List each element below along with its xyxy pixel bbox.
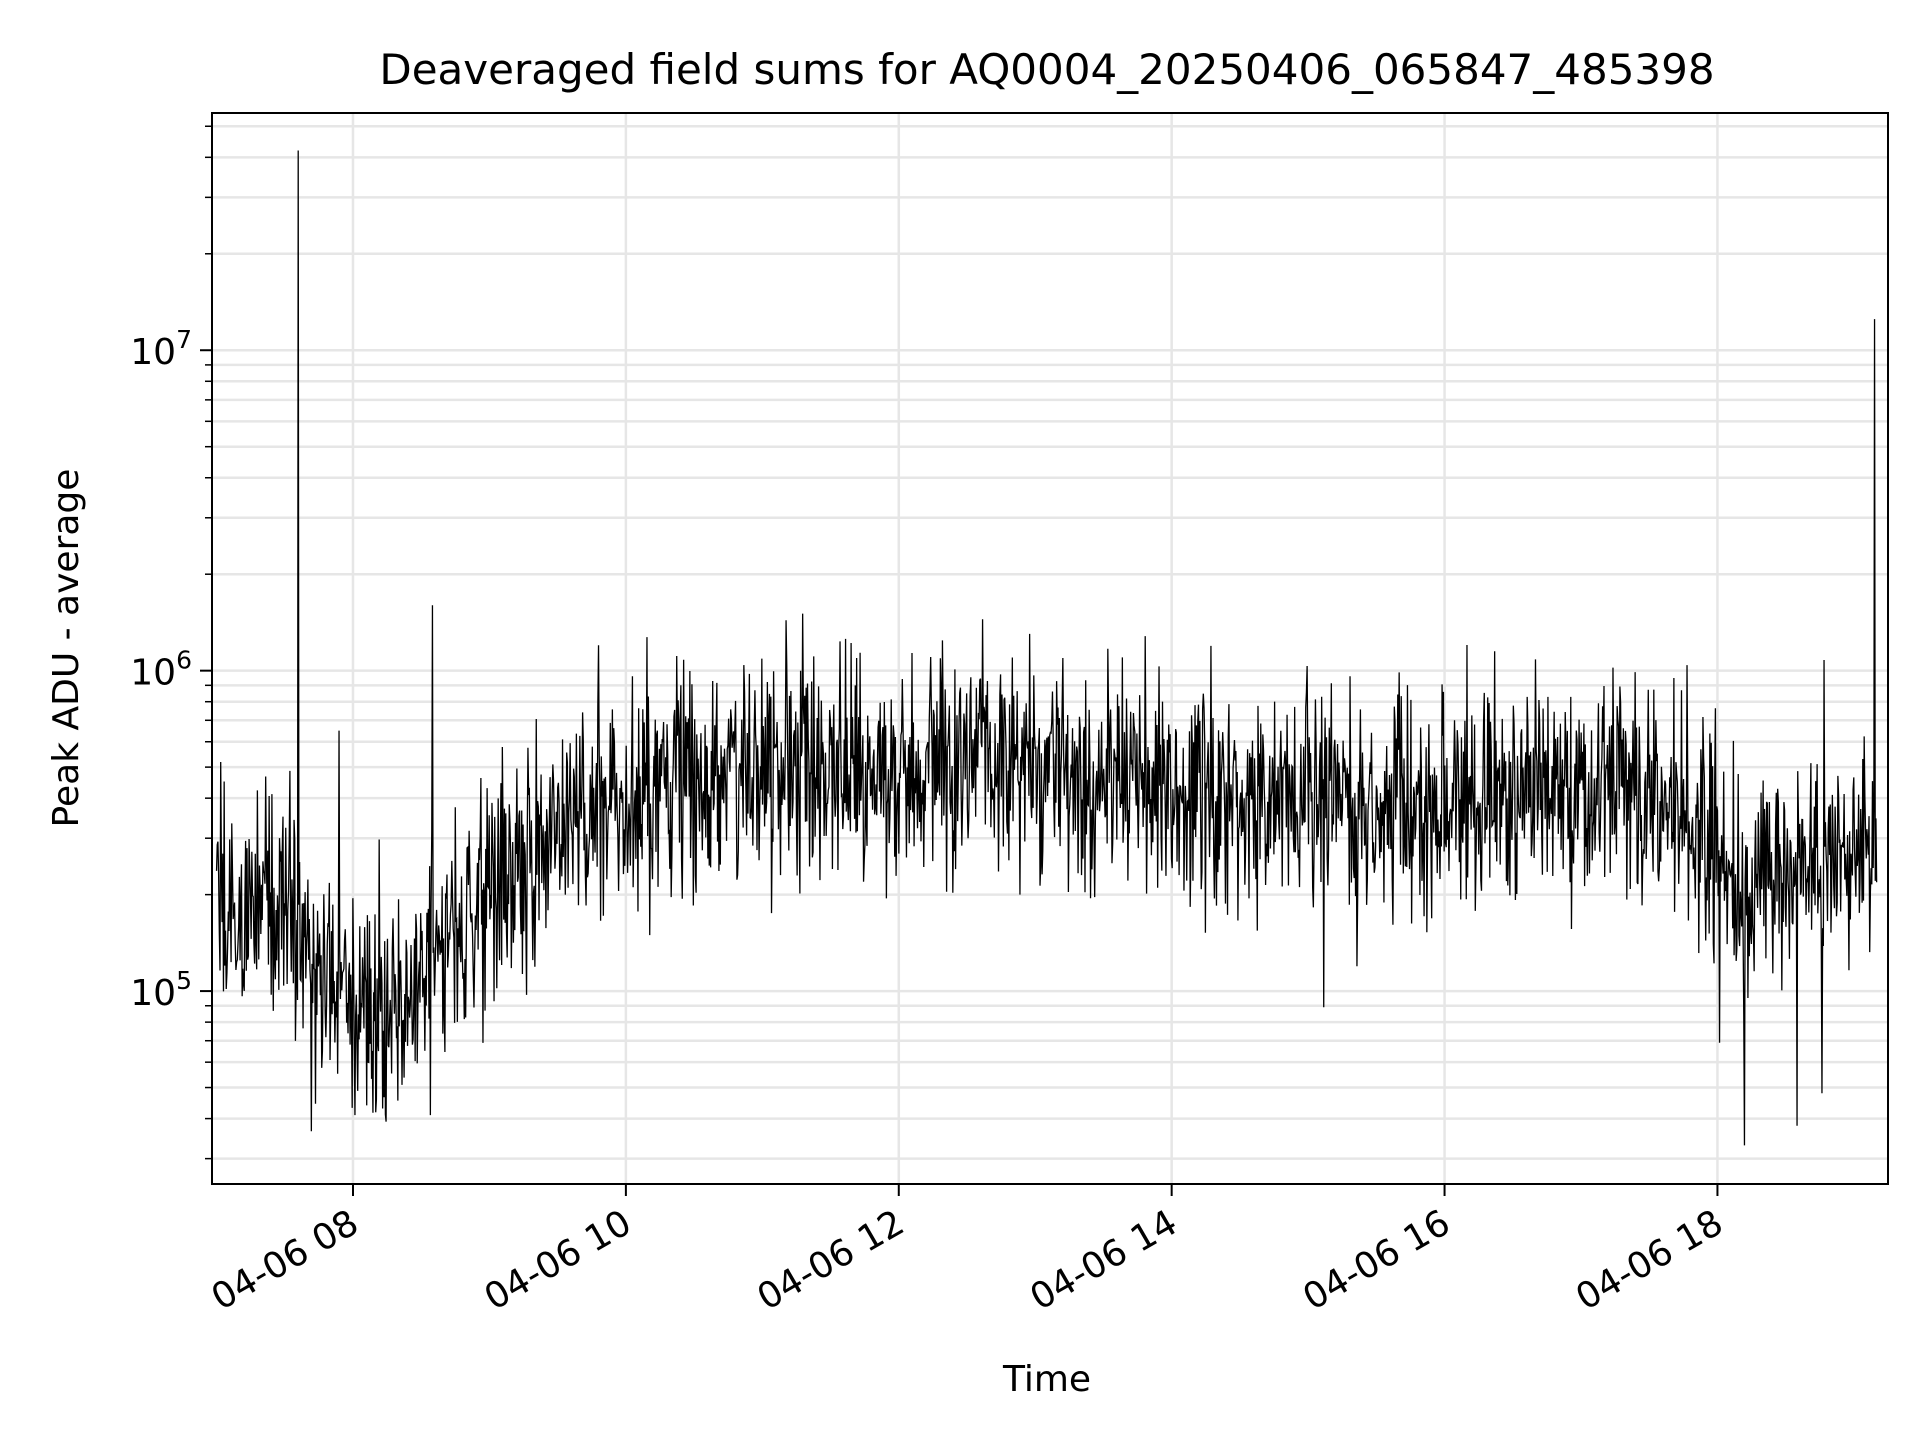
y-axis-label: Peak ADU - average	[46, 469, 87, 828]
y-tick-label: 105	[130, 966, 192, 1014]
data-series-line	[215, 150, 1878, 1146]
chart-title: Deaveraged field sums for AQ0004_2025040…	[379, 45, 1714, 94]
y-tick-label: 107	[130, 325, 192, 373]
x-axis-label: Time	[1002, 1359, 1091, 1400]
series-line-path	[215, 150, 1878, 1146]
plot-frame	[211, 112, 1889, 1185]
y-tick-label: 106	[130, 646, 192, 694]
